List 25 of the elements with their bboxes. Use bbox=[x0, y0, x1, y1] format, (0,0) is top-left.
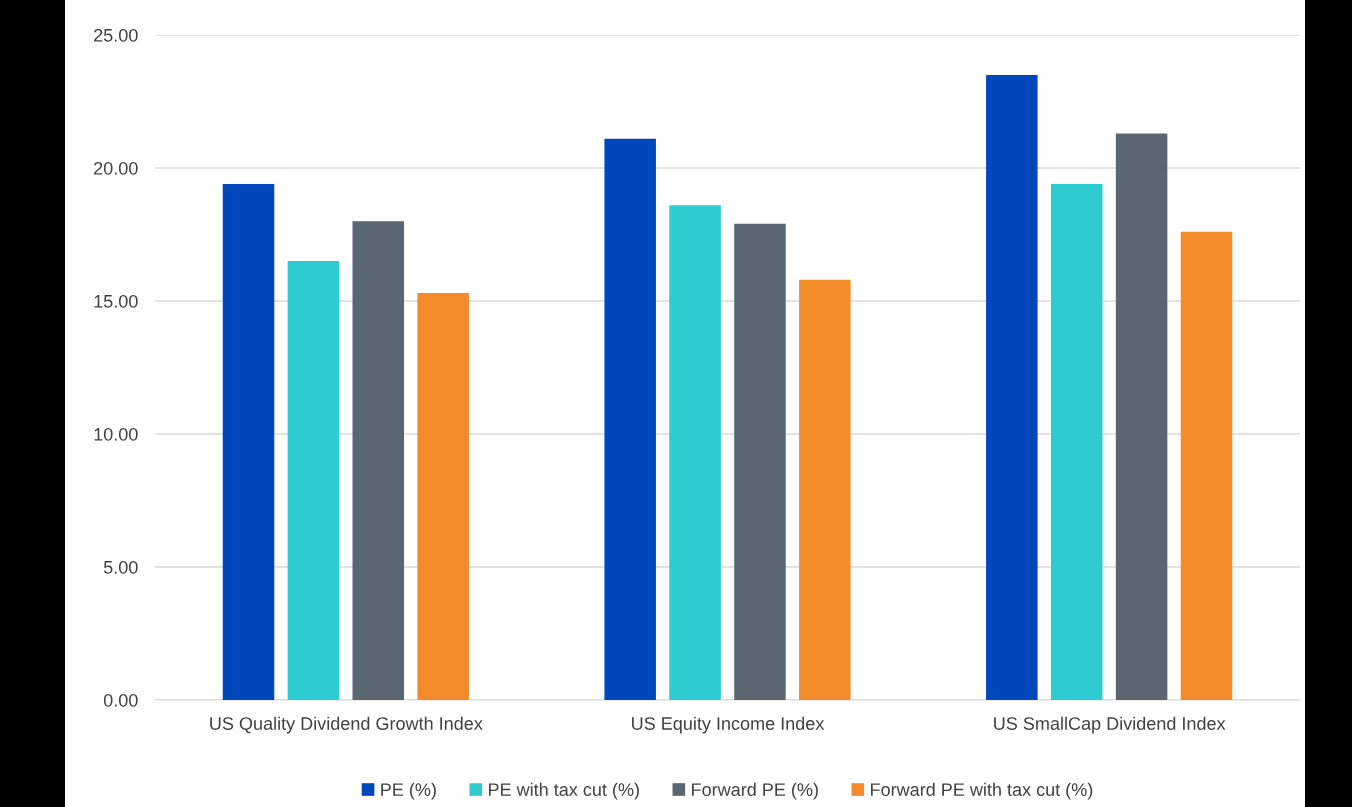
bar bbox=[669, 205, 721, 700]
bar bbox=[417, 293, 469, 700]
y-tick-label: 10.00 bbox=[94, 427, 138, 441]
bar bbox=[1050, 183, 1103, 700]
y-tick-label: 25.00 bbox=[94, 28, 138, 42]
bar bbox=[604, 138, 656, 700]
bar bbox=[1115, 133, 1168, 700]
legend-label: Forward PE (%) bbox=[692, 782, 818, 800]
bar bbox=[799, 279, 851, 700]
x-tick-label: US SmallCap Dividend Index bbox=[994, 716, 1226, 734]
y-tick-label: 20.00 bbox=[94, 161, 138, 175]
y-tick-label: 15.00 bbox=[94, 294, 138, 308]
bar bbox=[1180, 231, 1233, 700]
bar bbox=[986, 74, 1038, 700]
bar bbox=[352, 221, 405, 700]
x-tick-label: US Quality Dividend Growth Index bbox=[210, 716, 483, 734]
y-tick-label: 0.00 bbox=[103, 693, 138, 707]
x-tick-label: US Equity Income Index bbox=[632, 716, 825, 734]
legend-label: Forward PE with tax cut (%) bbox=[871, 782, 1093, 800]
legend-label: PE (%) bbox=[381, 782, 436, 800]
bar bbox=[222, 183, 275, 700]
y-tick-label: 5.00 bbox=[103, 560, 138, 574]
bar bbox=[287, 261, 340, 700]
legend-label: PE with tax cut (%) bbox=[488, 782, 639, 800]
bar bbox=[734, 223, 786, 700]
